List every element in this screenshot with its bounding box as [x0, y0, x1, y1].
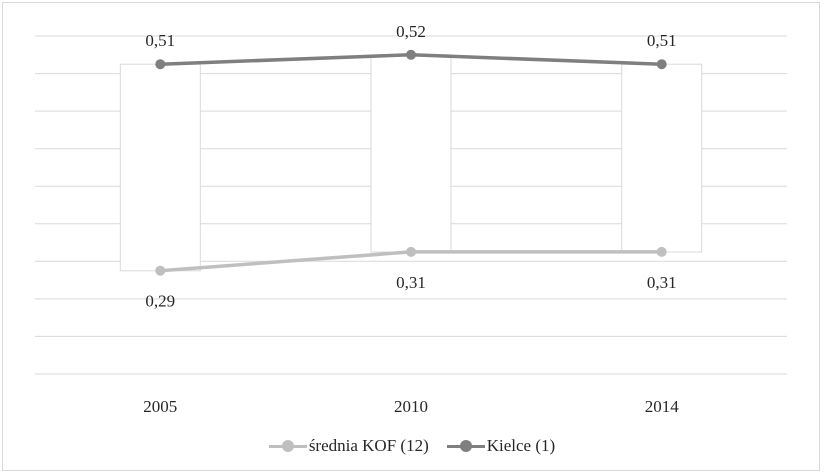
high-low-box: [119, 63, 201, 272]
legend-item-series-1: Kielce (1): [446, 436, 556, 456]
data-label: 0,29: [145, 292, 175, 311]
data-label: 0,51: [145, 31, 175, 50]
x-tick-label: 2014: [645, 397, 680, 416]
x-tick-label: 2005: [143, 397, 177, 416]
legend-label-series-0: średnia KOF (12): [308, 436, 429, 455]
data-point-0: [406, 246, 416, 257]
data-point-1: [406, 49, 416, 60]
data-label: 0,31: [396, 273, 426, 292]
data-point-0: [656, 246, 667, 257]
data-point-1: [155, 59, 166, 70]
high-low-box: [370, 54, 452, 253]
line-chart: 0,29 0,31 0,31 0,51 0,52 0,51 2005 2010 2014: [35, 22, 787, 416]
legend-swatch-series-1: [446, 439, 485, 453]
data-label: 0,51: [647, 31, 677, 50]
legend-label-series-1: Kielce (1): [486, 436, 556, 455]
legend: średnia KOF (12) Kielce (1): [0, 436, 824, 456]
data-point-0: [155, 265, 166, 276]
data-label: 0,52: [396, 22, 426, 41]
data-label: 0,31: [647, 273, 677, 292]
x-tick-label: 2010: [394, 397, 428, 416]
legend-item-series-0: średnia KOF (12): [268, 436, 429, 456]
high-low-box: [621, 63, 703, 253]
data-point-1: [656, 59, 667, 70]
legend-swatch-series-0: [268, 439, 307, 453]
